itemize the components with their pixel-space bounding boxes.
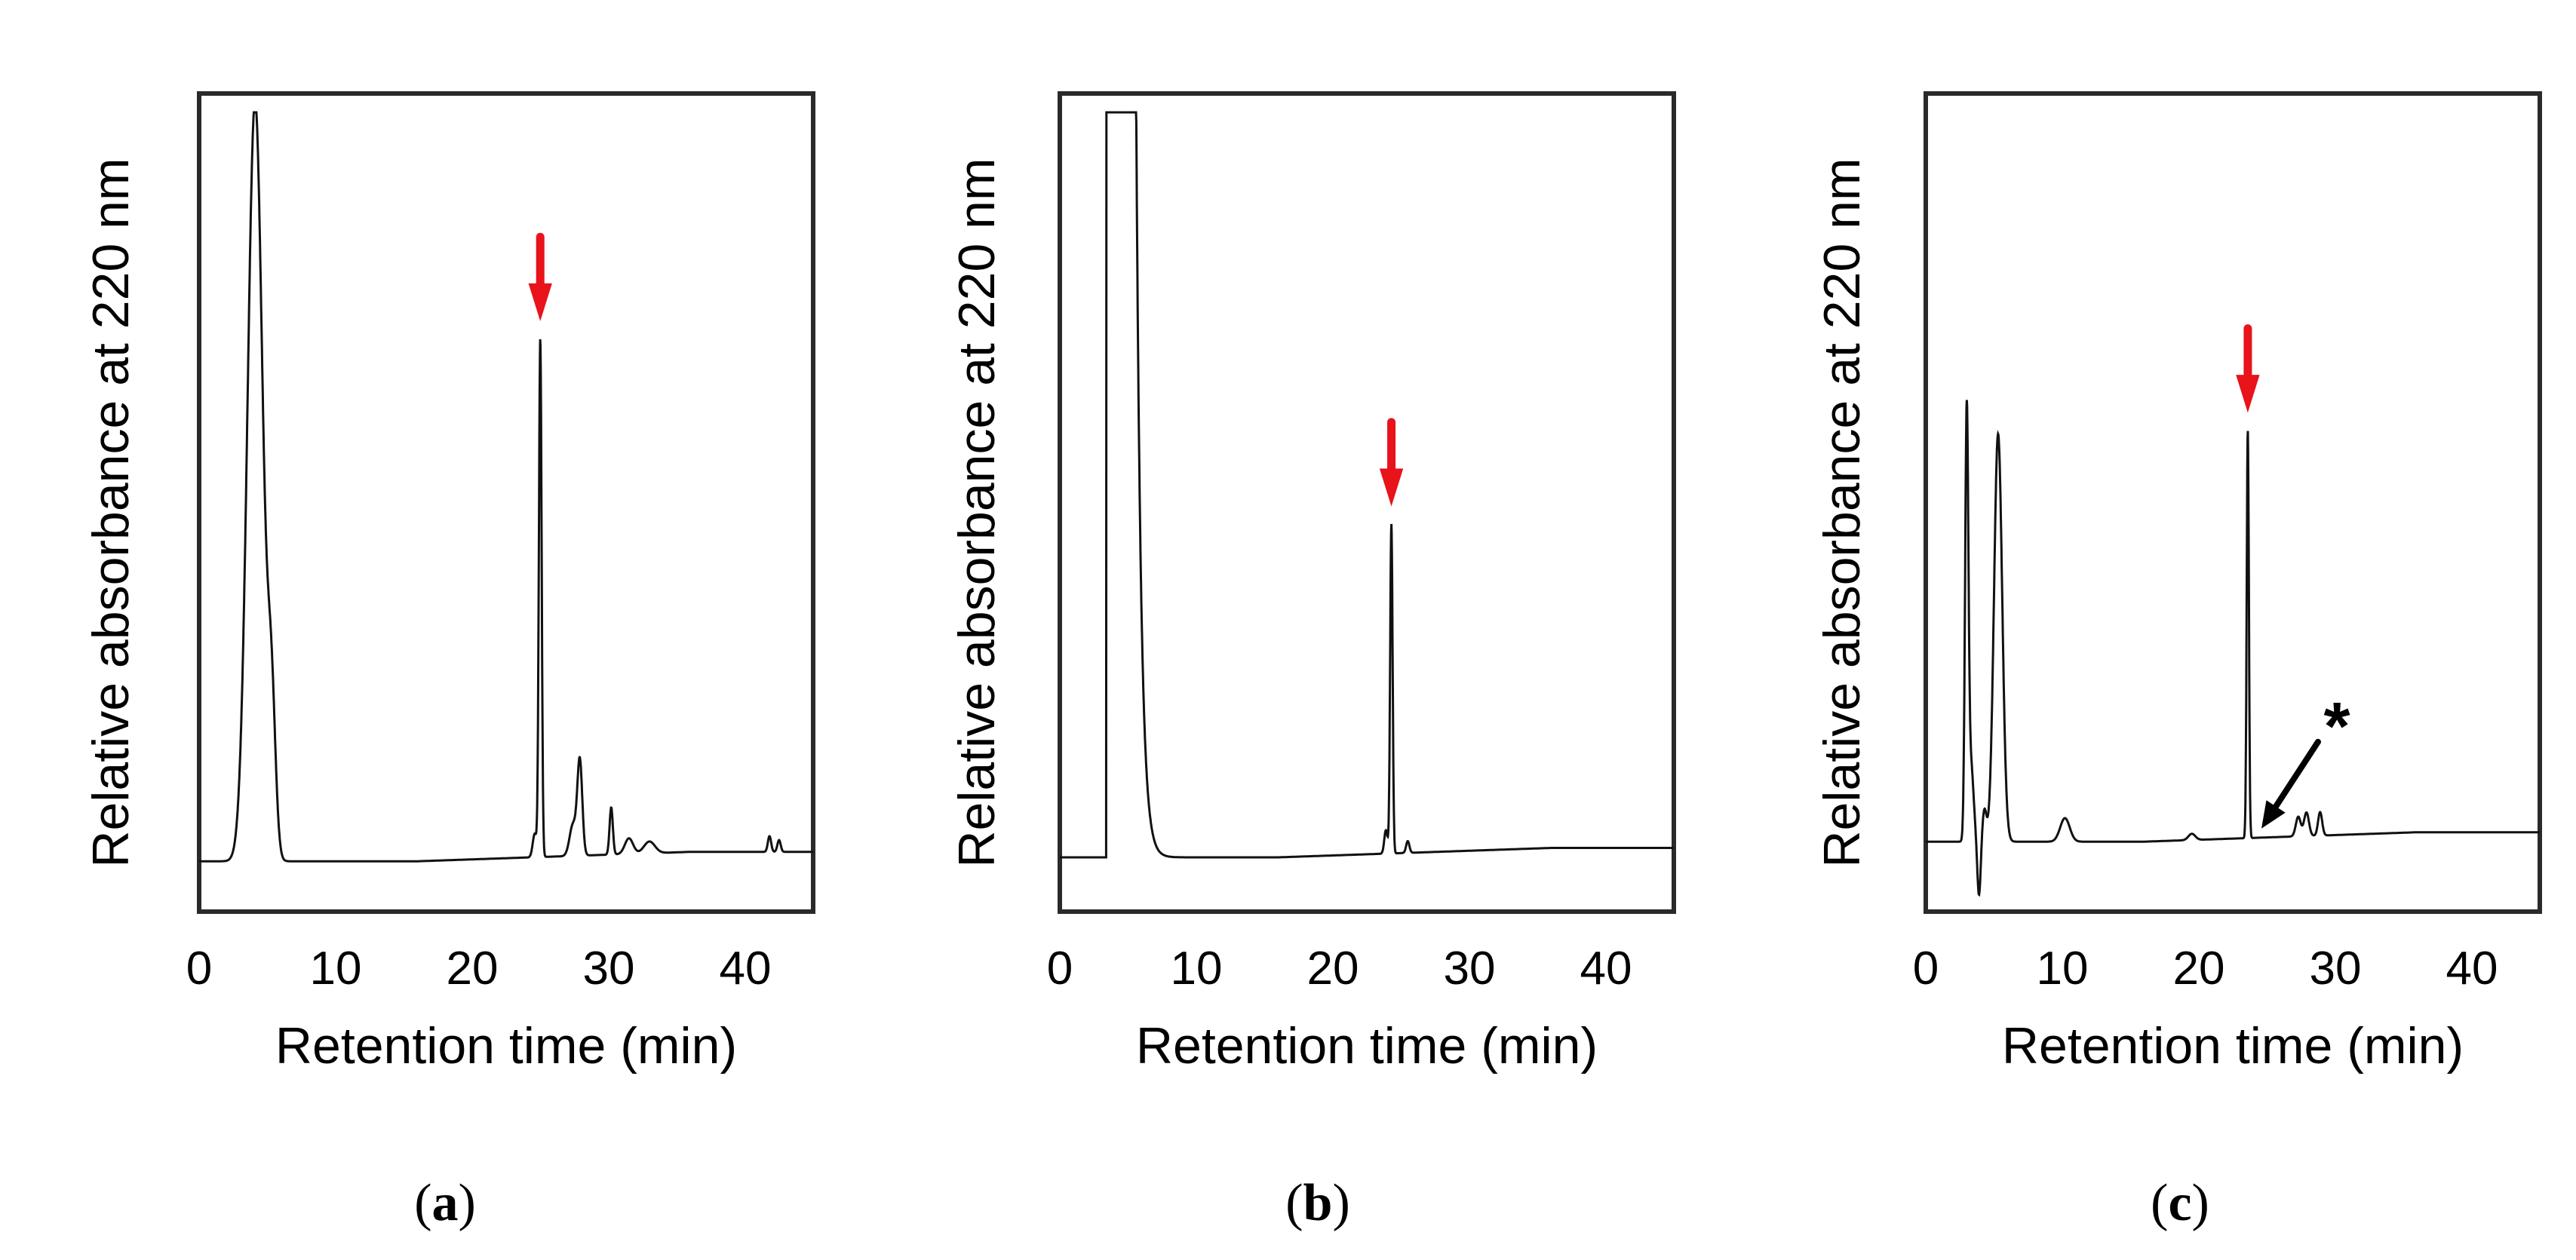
arrow-head: [2261, 800, 2286, 829]
chromatogram-trace-a: [199, 111, 813, 863]
panel-c: Relative absorbance at 220 nm 0 10 20 30…: [1813, 91, 2542, 1232]
plot-frame-b: [1058, 91, 1676, 914]
arrow-shaft: [2273, 738, 2321, 810]
y-axis-label-c: Relative absorbance at 220 nm: [1813, 158, 1871, 867]
x-ticks-b: 0 10 20 30 40: [1047, 943, 1632, 995]
x-tick-label: 10: [2037, 943, 2089, 995]
red-arrow-b: [1379, 418, 1404, 507]
x-tick-label: 40: [2446, 943, 2498, 995]
panel-letter: c: [2168, 1174, 2191, 1232]
red-arrow-a: [528, 232, 552, 321]
x-tick-label: 0: [1913, 943, 1939, 995]
black-arrow-c: *: [2261, 689, 2350, 829]
x-tick-label: 0: [1047, 943, 1073, 995]
x-tick-label: 30: [583, 943, 635, 995]
x-axis-label-a: Retention time (min): [275, 1017, 737, 1075]
plot-frame-c: [1924, 91, 2542, 914]
panel-a: Relative absorbance at 220 nm 0 10 20 30…: [82, 91, 815, 1232]
x-tick-label: 10: [1171, 943, 1223, 995]
x-tick-label: 0: [186, 943, 212, 995]
panel-label-c: (c): [2151, 1174, 2209, 1232]
x-tick-label: 40: [1580, 943, 1632, 995]
panel-letter: b: [1303, 1174, 1333, 1232]
x-ticks-c: 0 10 20 30 40: [1913, 943, 2498, 995]
y-axis-label-b: Relative absorbance at 220 nm: [948, 158, 1006, 867]
impurity-asterisk: *: [2323, 689, 2350, 765]
red-arrow-c: [2236, 324, 2260, 413]
x-axis-label-b: Retention time (min): [1136, 1017, 1598, 1075]
panel-label-a: (a): [414, 1174, 476, 1232]
x-tick-label: 30: [2310, 943, 2362, 995]
x-ticks-a: 0 10 20 30 40: [186, 943, 772, 995]
x-tick-label: 20: [1307, 943, 1359, 995]
arrow-head: [528, 283, 552, 321]
plot-frame-a: [197, 91, 815, 914]
y-axis-label-a: Relative absorbance at 220 nm: [82, 158, 140, 867]
x-tick-label: 10: [310, 943, 362, 995]
chromatogram-trace-c: [1926, 400, 2540, 897]
arrow-head: [1379, 468, 1404, 507]
panel-letter: a: [432, 1174, 459, 1232]
x-tick-label: 20: [447, 943, 499, 995]
x-tick-label: 20: [2173, 943, 2225, 995]
x-axis-label-c: Retention time (min): [2002, 1017, 2464, 1075]
chromatogram-trace-b: [1060, 111, 1674, 859]
x-tick-label: 40: [720, 943, 772, 995]
panel-label-b: (b): [1285, 1174, 1350, 1232]
arrow-head: [2236, 375, 2260, 413]
panel-b: Relative absorbance at 220 nm 0 10 20 30…: [948, 91, 1676, 1232]
x-tick-label: 30: [1444, 943, 1496, 995]
